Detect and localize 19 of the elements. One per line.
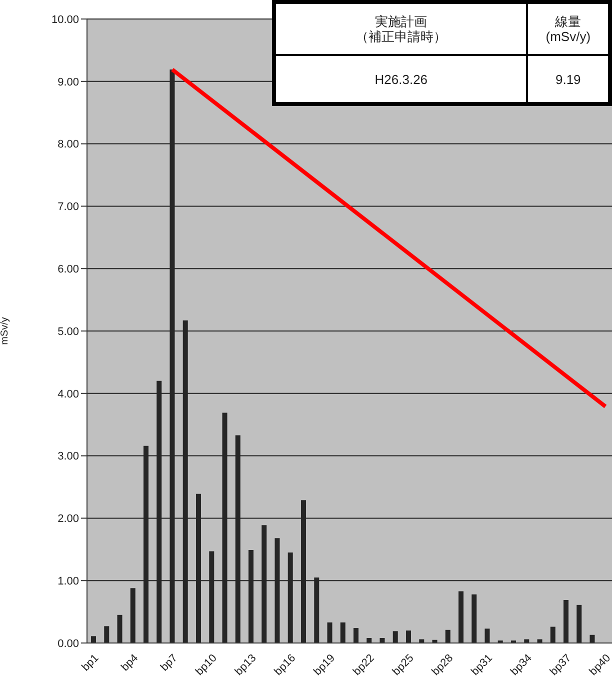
x-tick-label: bp7 [158, 652, 180, 674]
y-tick-label: 4.00 [58, 388, 79, 400]
y-tick-label: 8.00 [58, 138, 79, 151]
y-tick-label: 9.00 [58, 76, 79, 88]
y-tick-label: 2.00 [58, 513, 79, 526]
y-tick-label: 5.00 [58, 326, 79, 338]
y-tick-label: 7.00 [58, 201, 79, 214]
y-tick-label: 3.00 [58, 450, 79, 463]
y-tick-label: 6.00 [58, 264, 79, 276]
annotation: 9.19 [527, 55, 610, 104]
y-axis-title: mSv/y [0, 317, 11, 345]
x-tick-label: bp1 [80, 652, 102, 674]
annotation: 実施計画（補正申請時） [274, 2, 528, 55]
x-tick-label: bp4 [119, 652, 141, 674]
annotation: H26.3.26 [274, 55, 528, 104]
y-tick-label: 0.00 [58, 638, 79, 650]
y-tick-label: 1.00 [58, 576, 79, 588]
annotation: 線量 (mSv/y) [527, 2, 610, 55]
y-tick-label: 10.00 [51, 14, 79, 26]
